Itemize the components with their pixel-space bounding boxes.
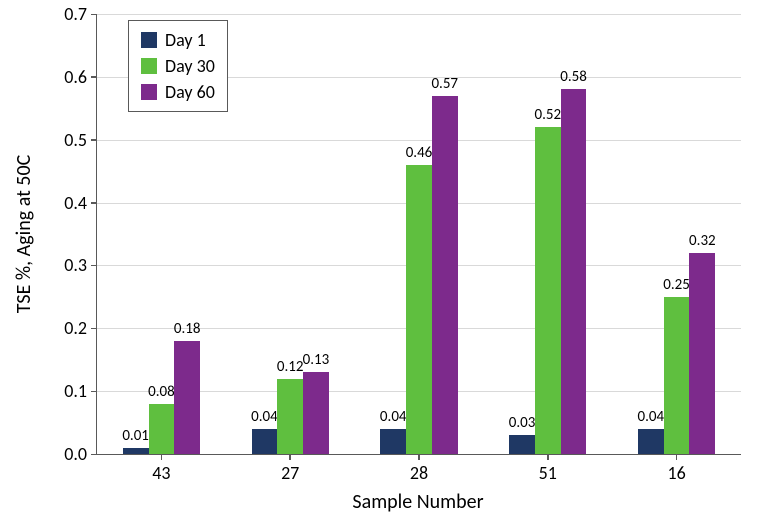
y-axis-label: TSE %, Aging at 50C bbox=[12, 155, 36, 314]
y-tick-mark bbox=[91, 328, 97, 330]
bar bbox=[149, 404, 175, 454]
x-tick-mark bbox=[676, 454, 678, 460]
bar-value-label: 0.04 bbox=[638, 408, 665, 426]
legend-label: Day 30 bbox=[165, 55, 215, 77]
bar bbox=[432, 96, 458, 454]
bar bbox=[252, 429, 278, 454]
bar-value-label: 0.46 bbox=[406, 144, 433, 162]
legend-item: Day 30 bbox=[141, 53, 215, 79]
bar bbox=[689, 253, 715, 454]
bar-value-label: 0.25 bbox=[663, 276, 690, 294]
y-tick-mark bbox=[91, 391, 97, 393]
bar-value-label: 0.03 bbox=[509, 414, 536, 432]
gridline bbox=[97, 14, 741, 15]
bar-value-label: 0.04 bbox=[380, 408, 407, 426]
bar bbox=[535, 127, 561, 454]
bar bbox=[174, 341, 200, 454]
y-tick-mark bbox=[91, 265, 97, 267]
legend-label: Day 60 bbox=[165, 81, 215, 103]
bar-value-label: 0.57 bbox=[431, 75, 458, 93]
x-tick-mark bbox=[547, 454, 549, 460]
bar-value-label: 0.13 bbox=[303, 351, 330, 369]
bar bbox=[664, 297, 690, 454]
y-tick-mark bbox=[91, 139, 97, 141]
x-tick-mark bbox=[418, 454, 420, 460]
bar-value-label: 0.08 bbox=[148, 383, 175, 401]
bar-value-label: 0.58 bbox=[560, 68, 587, 86]
bar bbox=[406, 165, 432, 454]
gridline bbox=[97, 140, 741, 141]
bar-value-label: 0.04 bbox=[251, 408, 278, 426]
y-tick-mark bbox=[91, 202, 97, 204]
legend-swatch bbox=[141, 84, 157, 100]
legend-item: Day 1 bbox=[141, 27, 215, 53]
x-tick-mark bbox=[161, 454, 163, 460]
bar-chart: 0.00.10.20.30.40.50.60.7430.010.080.1827… bbox=[0, 0, 768, 524]
bar bbox=[277, 379, 303, 454]
bar-value-label: 0.18 bbox=[174, 320, 201, 338]
y-tick-mark bbox=[91, 454, 97, 456]
bar-value-label: 0.12 bbox=[277, 358, 304, 376]
legend-item: Day 60 bbox=[141, 79, 215, 105]
x-tick-mark bbox=[289, 454, 291, 460]
legend-swatch bbox=[141, 58, 157, 74]
y-tick-mark bbox=[91, 76, 97, 78]
legend-swatch bbox=[141, 32, 157, 48]
x-axis-label: Sample Number bbox=[352, 490, 483, 514]
bar bbox=[380, 429, 406, 454]
legend: Day 1 Day 30 Day 60 bbox=[128, 20, 228, 112]
bar bbox=[123, 448, 149, 454]
bar bbox=[638, 429, 664, 454]
bar bbox=[561, 89, 587, 454]
bar-value-label: 0.52 bbox=[534, 106, 561, 124]
bar bbox=[303, 372, 329, 454]
bar bbox=[509, 435, 535, 454]
legend-label: Day 1 bbox=[165, 29, 206, 51]
bar-value-label: 0.32 bbox=[689, 232, 716, 250]
y-tick-mark bbox=[91, 14, 97, 16]
bar-value-label: 0.01 bbox=[122, 427, 149, 445]
